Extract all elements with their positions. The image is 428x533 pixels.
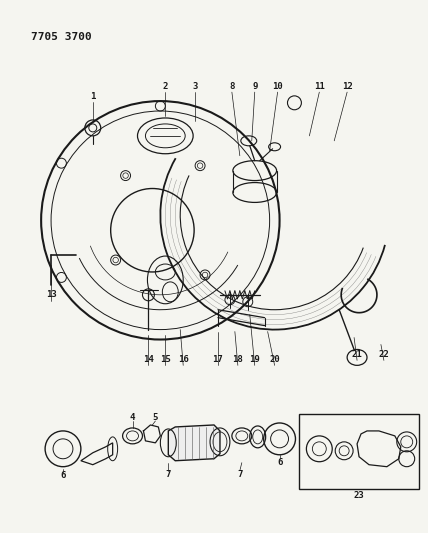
Text: 21: 21 — [352, 350, 363, 359]
Text: 2: 2 — [163, 82, 168, 91]
Text: 13: 13 — [46, 290, 56, 300]
Text: 19: 19 — [250, 355, 260, 364]
Text: 5: 5 — [153, 413, 158, 422]
Text: 6: 6 — [277, 458, 282, 467]
Text: 7: 7 — [237, 470, 243, 479]
Text: 9: 9 — [252, 82, 257, 91]
Text: 12: 12 — [342, 82, 353, 91]
Text: 1: 1 — [90, 92, 95, 101]
Text: 3: 3 — [193, 82, 198, 91]
Text: 7705 3700: 7705 3700 — [31, 31, 92, 42]
Polygon shape — [168, 425, 220, 461]
Text: 15: 15 — [160, 355, 171, 364]
Text: 11: 11 — [314, 82, 325, 91]
Text: 6: 6 — [60, 471, 65, 480]
Text: 20: 20 — [269, 355, 280, 364]
Text: 8: 8 — [229, 82, 235, 91]
Text: 18: 18 — [232, 355, 243, 364]
Text: 10: 10 — [272, 82, 283, 91]
Bar — [300, 414, 419, 489]
Text: 14: 14 — [143, 355, 154, 364]
Text: 16: 16 — [178, 355, 189, 364]
Text: 4: 4 — [130, 413, 135, 422]
Text: 23: 23 — [354, 491, 364, 500]
Text: 17: 17 — [213, 355, 223, 364]
Text: 22: 22 — [378, 350, 389, 359]
Text: 7: 7 — [166, 470, 171, 479]
